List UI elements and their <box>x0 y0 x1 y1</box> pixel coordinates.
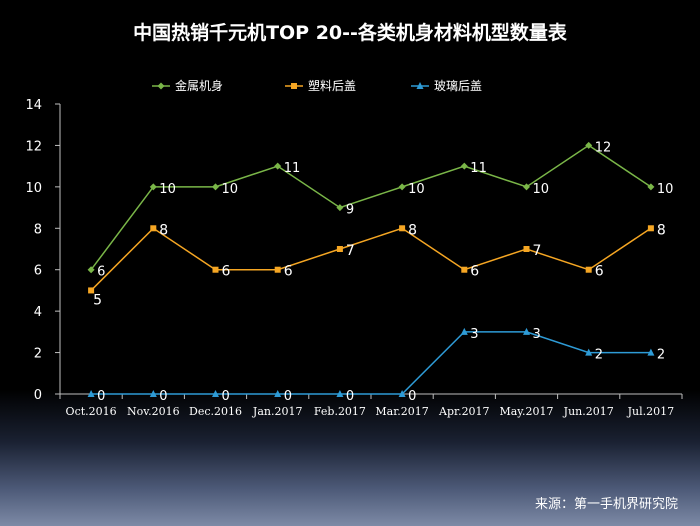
data-label: 6 <box>595 264 604 280</box>
data-point-marker <box>647 348 655 356</box>
data-point-marker <box>87 266 95 274</box>
data-label: 8 <box>408 222 417 238</box>
x-tick-label: Mar.2017 <box>375 405 428 418</box>
data-label: 6 <box>97 265 105 280</box>
data-label: 11 <box>284 161 301 176</box>
data-point-marker <box>336 390 344 397</box>
data-point-marker <box>523 327 530 335</box>
x-axis-ticks: Oct.2016 Nov.2016 Dec.2016 Jan.2017 Feb.2017… <box>59 394 683 418</box>
data-point-marker <box>523 183 530 191</box>
legend-label: 塑料后盖 <box>308 78 356 93</box>
data-point-marker <box>274 266 281 273</box>
data-label: 3 <box>470 327 478 342</box>
data-label: 0 <box>284 389 292 404</box>
x-tick-label: Jul.2017 <box>627 405 675 418</box>
data-label: 10 <box>408 182 425 197</box>
data-label: 10 <box>222 182 239 197</box>
data-point-marker <box>398 183 406 191</box>
y-axis-ticks: 0 2 4 6 8 10 12 14 <box>25 98 60 403</box>
data-label: 2 <box>657 348 665 363</box>
data-point-marker <box>336 204 344 212</box>
data-point-marker <box>212 183 219 191</box>
data-label: 7 <box>346 243 355 259</box>
data-point-marker <box>149 183 157 191</box>
data-point-marker <box>460 162 468 170</box>
data-label: 0 <box>159 389 167 404</box>
data-label: 5 <box>93 292 102 308</box>
data-point-marker <box>149 390 157 397</box>
y-tick-label: 10 <box>25 181 42 196</box>
data-point-marker <box>274 162 282 170</box>
series-line <box>91 331 651 395</box>
legend-swatch-marker <box>291 83 297 89</box>
data-label: 0 <box>222 389 230 404</box>
legend-swatch-marker <box>157 82 165 90</box>
data-label: 0 <box>346 389 354 404</box>
chart-title: 中国热销千元机TOP 20--各类机身材料机型数量表 <box>133 22 567 44</box>
data-point-marker <box>585 266 592 273</box>
data-label: 8 <box>657 222 666 238</box>
x-tick-label: Feb.2017 <box>314 405 366 418</box>
data-label: 6 <box>222 264 231 280</box>
legend-label: 玻璃后盖 <box>434 79 482 93</box>
data-point-marker <box>212 390 219 397</box>
data-point-marker <box>460 327 468 335</box>
data-label: 9 <box>346 203 354 218</box>
chart-legend: 金属机身 塑料后盖 玻璃后盖 <box>152 78 482 93</box>
data-point-marker <box>461 266 468 273</box>
data-label: 12 <box>595 140 612 155</box>
x-tick-label: Dec.2016 <box>189 405 242 418</box>
x-tick-label: Jan.2017 <box>252 405 303 418</box>
legend-swatch-marker <box>416 82 424 89</box>
x-tick-label: May.2017 <box>499 405 553 418</box>
data-label: 7 <box>533 243 542 259</box>
x-tick-label: Nov.2016 <box>127 405 180 418</box>
data-point-marker <box>399 225 406 232</box>
data-point-marker <box>585 348 593 356</box>
data-label: 10 <box>159 182 176 197</box>
data-label: 2 <box>595 348 603 363</box>
data-point-marker <box>274 390 282 397</box>
y-tick-label: 12 <box>25 139 42 154</box>
x-tick-label: Jun.2017 <box>563 405 614 418</box>
data-point-marker <box>87 390 95 397</box>
data-label: 8 <box>159 222 168 238</box>
data-label: 11 <box>470 161 487 176</box>
data-point-marker <box>647 225 654 232</box>
y-tick-label: 14 <box>25 98 42 113</box>
data-label: 0 <box>408 389 416 404</box>
y-tick-label: 2 <box>34 347 42 362</box>
y-tick-label: 0 <box>34 388 42 403</box>
data-point-marker <box>150 225 157 232</box>
series-line <box>90 144 652 271</box>
y-tick-label: 4 <box>34 305 42 320</box>
data-label: 3 <box>533 327 541 342</box>
data-label: 6 <box>470 264 479 280</box>
data-point-marker <box>398 390 406 397</box>
data-point-marker <box>585 141 593 149</box>
data-labels: 6 10 10 11 9 10 11 10 12 10 5 8 6 6 7 8 6 7 6 8 0 0 0 0 0 0 3 3 2 2 <box>93 140 673 404</box>
x-tick-label: Oct.2016 <box>66 405 117 418</box>
data-point-marker <box>88 287 95 294</box>
data-label: 10 <box>533 182 550 197</box>
data-label: 6 <box>284 264 293 280</box>
series-line <box>90 227 652 291</box>
series-markers <box>87 141 655 397</box>
series-lines <box>90 144 652 395</box>
y-tick-label: 8 <box>34 222 42 237</box>
y-tick-label: 6 <box>34 264 42 279</box>
data-label: 10 <box>657 182 674 197</box>
data-point-marker <box>523 246 530 252</box>
x-tick-label: Apr.2017 <box>438 405 490 418</box>
data-point-marker <box>336 246 343 252</box>
source-note: 来源：第一手机界研究院 <box>534 497 678 512</box>
data-label: 0 <box>97 389 105 404</box>
legend-label: 金属机身 <box>175 78 223 93</box>
data-point-marker <box>212 266 219 273</box>
data-point-marker <box>647 183 655 191</box>
